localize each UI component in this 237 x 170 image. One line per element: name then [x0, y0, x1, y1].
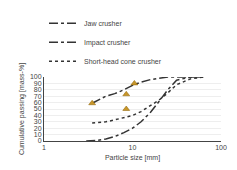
svg-text:90: 90 [34, 80, 42, 87]
svg-text:50: 50 [34, 105, 42, 112]
svg-text:10: 10 [34, 131, 42, 138]
svg-text:30: 30 [34, 118, 42, 125]
svg-text:70: 70 [34, 93, 42, 100]
svg-text:60: 60 [34, 99, 42, 106]
svg-text:Particle size [mm]: Particle size [mm] [105, 154, 160, 162]
svg-text:Short-head cone crusher: Short-head cone crusher [84, 58, 162, 65]
svg-text:100: 100 [215, 144, 227, 151]
svg-text:10: 10 [129, 144, 137, 151]
svg-text:Cumulative passing [mass-%]: Cumulative passing [mass-%] [18, 63, 26, 155]
svg-text:20: 20 [34, 125, 42, 132]
svg-text:80: 80 [34, 86, 42, 93]
svg-text:1: 1 [42, 144, 46, 151]
svg-text:40: 40 [34, 112, 42, 119]
svg-text:0: 0 [38, 137, 42, 144]
svg-text:Jaw crusher: Jaw crusher [84, 20, 122, 27]
svg-text:Impact crusher: Impact crusher [84, 39, 131, 47]
svg-text:100: 100 [30, 73, 42, 80]
